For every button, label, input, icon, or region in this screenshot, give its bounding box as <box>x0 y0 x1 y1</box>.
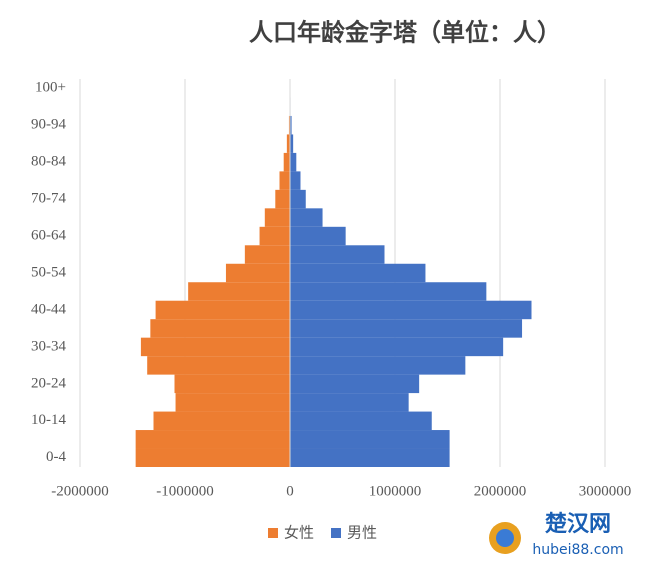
bar <box>283 152 290 172</box>
bar <box>290 208 323 227</box>
bar <box>290 337 504 357</box>
bar <box>225 263 290 283</box>
y-tick-label: 30-34 <box>31 338 66 354</box>
bar <box>244 245 290 264</box>
bar <box>290 430 450 449</box>
bar <box>175 393 290 412</box>
bar <box>290 356 466 375</box>
x-tick-label: 2000000 <box>474 483 527 499</box>
bar <box>155 300 290 320</box>
bar <box>188 282 290 301</box>
legend-label: 男性 <box>347 524 377 541</box>
bar <box>275 189 290 209</box>
bar <box>290 393 409 412</box>
bar <box>279 171 290 190</box>
bar <box>286 134 290 153</box>
bar <box>259 226 290 246</box>
bar <box>147 356 290 375</box>
bar <box>150 319 290 338</box>
bar <box>290 374 420 394</box>
bar <box>135 448 290 467</box>
y-tick-label: 10-14 <box>31 412 66 428</box>
y-tick-label: 70-74 <box>31 191 66 207</box>
x-tick-label: -2000000 <box>51 483 109 499</box>
bar <box>135 430 290 449</box>
x-tick-label: 3000000 <box>579 483 632 499</box>
y-tick-label: 100+ <box>35 80 66 96</box>
legend-swatch <box>268 528 278 538</box>
y-tick-label: 50-54 <box>31 264 66 280</box>
bar <box>174 374 290 394</box>
bar <box>290 134 294 153</box>
watermark-logo <box>496 529 514 547</box>
y-tick-label: 90-94 <box>31 117 66 133</box>
watermark-name: 楚汉网 <box>545 511 611 536</box>
legend-swatch <box>331 528 341 538</box>
y-tick-label: 60-64 <box>31 227 66 243</box>
bar <box>153 411 290 431</box>
bar <box>290 263 426 283</box>
bar <box>290 245 385 264</box>
y-tick-label: 40-44 <box>31 301 66 317</box>
x-tick-label: 1000000 <box>369 483 422 499</box>
bar <box>290 115 292 135</box>
bar <box>290 226 346 246</box>
bar <box>140 337 290 357</box>
bar <box>290 300 532 320</box>
bar <box>290 319 523 338</box>
bar <box>288 115 290 135</box>
bar <box>264 208 290 227</box>
bar <box>290 171 301 190</box>
y-tick-label: 80-84 <box>31 154 66 170</box>
y-tick-label: 0-4 <box>46 449 66 465</box>
bar <box>290 411 432 431</box>
bar <box>290 152 297 172</box>
watermark: 楚汉网 hubei88.com <box>489 511 624 558</box>
watermark-url: hubei88.com <box>532 542 623 558</box>
legend-label: 女性 <box>284 523 314 541</box>
chart-title: 人口年龄金字塔（单位：人） <box>249 19 561 47</box>
bar <box>290 448 450 467</box>
y-tick-label: 20-24 <box>31 375 66 391</box>
bar <box>290 189 306 209</box>
bar <box>290 282 487 301</box>
x-tick-label: -1000000 <box>156 483 214 499</box>
x-tick-label: 0 <box>286 483 294 499</box>
